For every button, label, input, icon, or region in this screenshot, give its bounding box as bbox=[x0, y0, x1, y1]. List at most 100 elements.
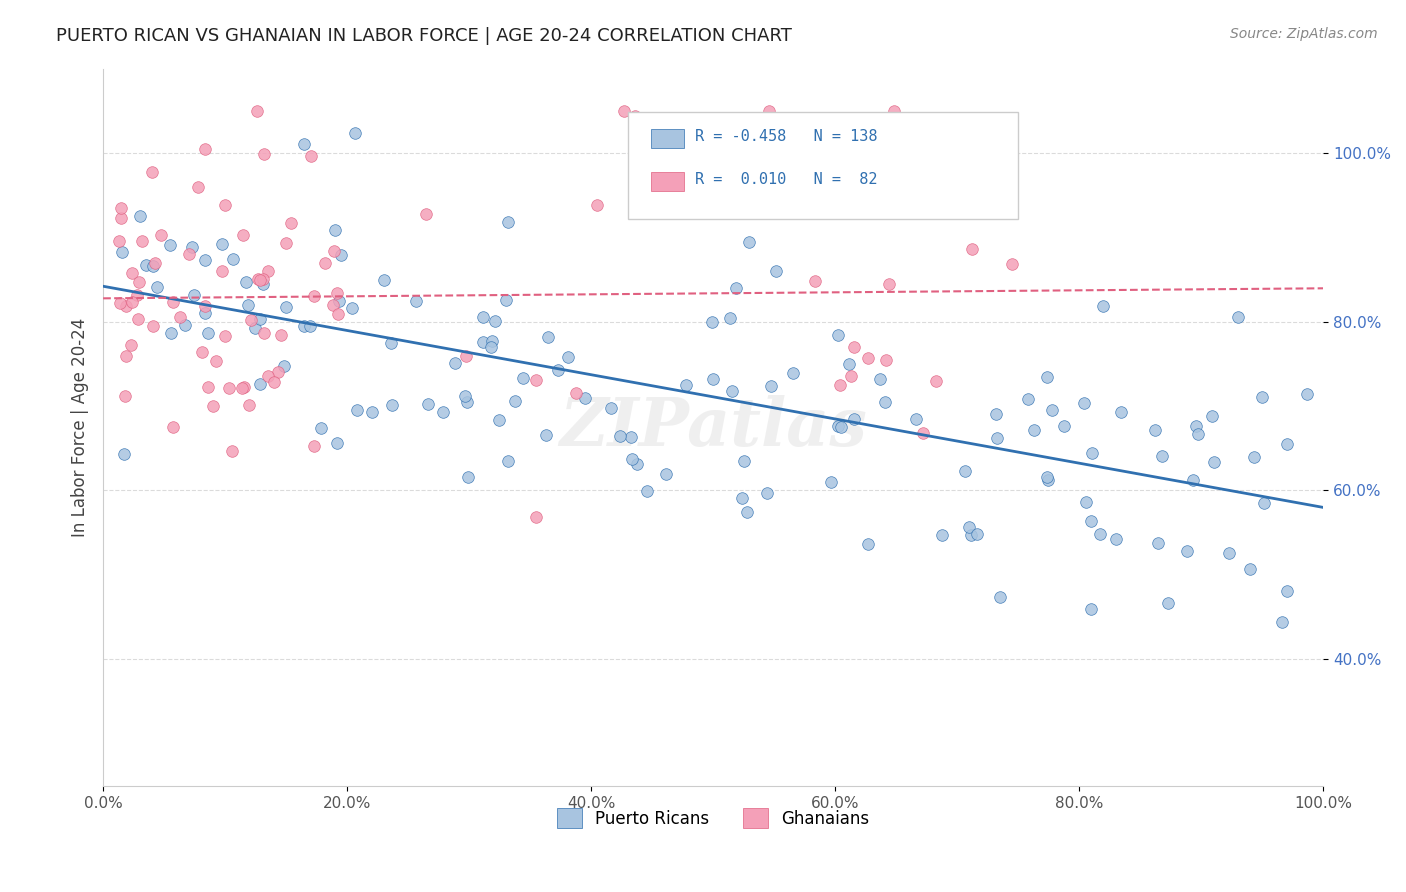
Point bbox=[346, 403, 368, 417]
Point bbox=[340, 301, 363, 315]
Point bbox=[373, 273, 395, 287]
FancyBboxPatch shape bbox=[628, 112, 1018, 219]
Point bbox=[782, 366, 804, 380]
Legend: Puerto Ricans, Ghanaians: Puerto Ricans, Ghanaians bbox=[550, 801, 876, 835]
Point bbox=[179, 246, 201, 260]
Point bbox=[432, 405, 454, 419]
Point bbox=[1182, 473, 1205, 487]
Point bbox=[253, 326, 276, 340]
Point bbox=[585, 198, 607, 212]
Point bbox=[1185, 418, 1208, 433]
Point bbox=[360, 405, 382, 419]
FancyBboxPatch shape bbox=[651, 172, 683, 191]
Point bbox=[329, 248, 352, 262]
Point bbox=[238, 298, 260, 312]
Point bbox=[270, 328, 292, 343]
Point bbox=[457, 470, 479, 484]
Point bbox=[114, 388, 136, 402]
Point bbox=[257, 369, 280, 384]
Point bbox=[479, 340, 502, 354]
Point bbox=[1036, 473, 1059, 487]
Point bbox=[121, 266, 143, 280]
Point bbox=[328, 294, 350, 309]
Point bbox=[1090, 527, 1112, 541]
Point bbox=[322, 244, 344, 258]
Point bbox=[299, 149, 322, 163]
Point bbox=[246, 103, 269, 118]
Point bbox=[503, 394, 526, 409]
Point bbox=[725, 281, 748, 295]
Point bbox=[1035, 370, 1057, 384]
Point bbox=[842, 340, 865, 354]
Point bbox=[235, 275, 257, 289]
Point bbox=[253, 147, 276, 161]
Point bbox=[1239, 562, 1261, 576]
Point bbox=[405, 294, 427, 309]
Point bbox=[232, 379, 254, 393]
Point bbox=[381, 398, 404, 412]
Point bbox=[675, 378, 697, 392]
Point bbox=[249, 273, 271, 287]
Point bbox=[128, 275, 150, 289]
Point bbox=[856, 351, 879, 365]
Point bbox=[1157, 596, 1180, 610]
Point bbox=[416, 397, 439, 411]
Point bbox=[1024, 423, 1046, 437]
Point bbox=[129, 209, 152, 223]
Point bbox=[111, 245, 134, 260]
Point bbox=[456, 349, 478, 363]
Point bbox=[328, 307, 350, 321]
Point bbox=[194, 142, 217, 156]
Point bbox=[183, 287, 205, 301]
Point bbox=[276, 236, 298, 251]
Point bbox=[302, 288, 325, 302]
Point bbox=[194, 252, 217, 267]
Point bbox=[609, 429, 631, 443]
Text: ZIPatlas: ZIPatlas bbox=[560, 394, 868, 459]
Point bbox=[912, 425, 935, 440]
Point bbox=[960, 242, 983, 256]
Point bbox=[191, 344, 214, 359]
Point bbox=[1187, 427, 1209, 442]
Point bbox=[765, 264, 787, 278]
Text: Source: ZipAtlas.com: Source: ZipAtlas.com bbox=[1230, 27, 1378, 41]
Point bbox=[1296, 387, 1319, 401]
Point bbox=[966, 527, 988, 541]
Point bbox=[146, 279, 169, 293]
Point bbox=[257, 264, 280, 278]
Point bbox=[302, 439, 325, 453]
Point bbox=[1275, 584, 1298, 599]
Point bbox=[292, 319, 315, 334]
Point bbox=[496, 454, 519, 468]
Point bbox=[869, 371, 891, 385]
Point bbox=[249, 312, 271, 326]
Point bbox=[232, 227, 254, 242]
Point bbox=[115, 299, 138, 313]
Point bbox=[1074, 495, 1097, 509]
Point bbox=[240, 313, 263, 327]
Point bbox=[1275, 437, 1298, 451]
Point bbox=[1150, 450, 1173, 464]
Point bbox=[984, 407, 1007, 421]
Point bbox=[323, 223, 346, 237]
Point bbox=[959, 528, 981, 542]
Point bbox=[187, 179, 209, 194]
Point bbox=[1017, 392, 1039, 406]
Point bbox=[120, 338, 142, 352]
Point bbox=[512, 370, 534, 384]
Text: R = -0.458   N = 138: R = -0.458 N = 138 bbox=[695, 129, 877, 145]
Point bbox=[636, 483, 658, 498]
Point bbox=[160, 326, 183, 340]
Point bbox=[145, 255, 167, 269]
Point bbox=[655, 467, 678, 482]
Point bbox=[1227, 310, 1250, 324]
Point bbox=[280, 216, 302, 230]
Point bbox=[931, 528, 953, 542]
Point bbox=[121, 295, 143, 310]
Point bbox=[245, 321, 267, 335]
Point bbox=[415, 207, 437, 221]
Point bbox=[827, 418, 849, 433]
Point bbox=[574, 392, 596, 406]
Point bbox=[443, 356, 465, 370]
Point bbox=[1036, 469, 1059, 483]
